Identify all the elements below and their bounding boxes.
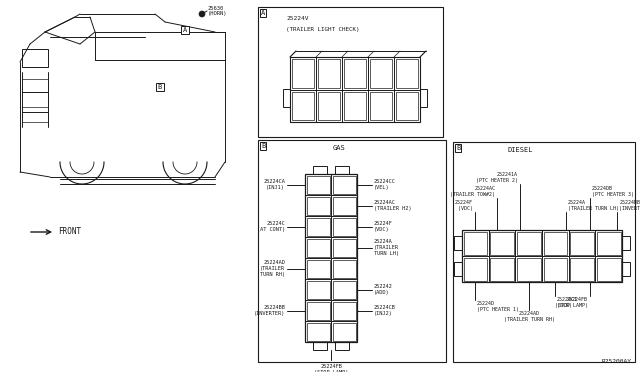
Circle shape bbox=[199, 11, 205, 17]
Text: 25224AC
(TRAILER TOW#2): 25224AC (TRAILER TOW#2) bbox=[450, 186, 495, 197]
Text: FRONT: FRONT bbox=[58, 228, 81, 237]
Bar bbox=[307, 301, 330, 320]
Bar bbox=[370, 59, 392, 87]
Bar bbox=[307, 323, 330, 340]
Bar bbox=[258, 140, 446, 362]
Bar bbox=[335, 166, 349, 174]
Bar bbox=[454, 262, 462, 276]
Text: 25224BB
(INVERTER): 25224BB (INVERTER) bbox=[620, 200, 640, 211]
Bar bbox=[420, 89, 427, 107]
Bar bbox=[622, 236, 630, 250]
Bar bbox=[453, 142, 635, 362]
Bar bbox=[570, 257, 594, 280]
Text: 25224AD
(TRAILER
TURN RH): 25224AD (TRAILER TURN RH) bbox=[260, 260, 285, 277]
Bar bbox=[333, 280, 355, 298]
Text: 25224A
(TRAILER TURN LH): 25224A (TRAILER TURN LH) bbox=[568, 200, 619, 211]
Bar bbox=[22, 49, 48, 67]
Text: 25224CI
(SCR): 25224CI (SCR) bbox=[557, 297, 578, 308]
Bar bbox=[490, 257, 514, 280]
Bar bbox=[597, 231, 621, 254]
Text: 252241A
(PTC HEATER 2): 252241A (PTC HEATER 2) bbox=[476, 172, 518, 183]
Bar bbox=[396, 92, 418, 120]
Text: (TRAILER LIGHT CHECK): (TRAILER LIGHT CHECK) bbox=[286, 26, 360, 32]
Bar bbox=[292, 59, 314, 87]
Text: 25224F
(VDC): 25224F (VDC) bbox=[455, 200, 473, 211]
Bar bbox=[305, 174, 357, 342]
Bar bbox=[258, 7, 443, 137]
Bar bbox=[283, 89, 290, 107]
Bar bbox=[454, 236, 462, 250]
Bar bbox=[463, 257, 487, 280]
Text: GAS: GAS bbox=[333, 145, 346, 151]
Text: 25224C
(AT CONT): 25224C (AT CONT) bbox=[257, 221, 285, 232]
Bar bbox=[307, 196, 330, 215]
Bar bbox=[333, 218, 355, 235]
Bar bbox=[333, 196, 355, 215]
Bar bbox=[463, 231, 487, 254]
Bar bbox=[307, 176, 330, 193]
Bar bbox=[490, 231, 514, 254]
Bar bbox=[307, 218, 330, 235]
Bar bbox=[462, 230, 622, 282]
Text: 252242
(ADD): 252242 (ADD) bbox=[374, 284, 393, 295]
Bar bbox=[290, 57, 420, 122]
Bar bbox=[570, 231, 594, 254]
Bar bbox=[344, 59, 366, 87]
Bar bbox=[517, 257, 541, 280]
Text: 25224AD
(TRAILER TURN RH): 25224AD (TRAILER TURN RH) bbox=[504, 311, 555, 322]
Text: 25224CA
(INJ1): 25224CA (INJ1) bbox=[263, 179, 285, 190]
Bar bbox=[318, 92, 340, 120]
Text: 25224AC
(TRAILER H2): 25224AC (TRAILER H2) bbox=[374, 200, 412, 211]
Text: 25224CC
(VEL): 25224CC (VEL) bbox=[374, 179, 396, 190]
Text: 25224D
(PTC HEATER 1): 25224D (PTC HEATER 1) bbox=[477, 301, 519, 312]
Text: 25224DB
(PTC HEATER 3): 25224DB (PTC HEATER 3) bbox=[592, 186, 634, 197]
Bar bbox=[335, 342, 349, 350]
Bar bbox=[333, 176, 355, 193]
Text: DIESEL: DIESEL bbox=[508, 147, 534, 153]
Bar bbox=[292, 92, 314, 120]
Bar bbox=[313, 342, 327, 350]
Text: 25224BB
(INVERTER): 25224BB (INVERTER) bbox=[253, 305, 285, 316]
Text: B: B bbox=[456, 145, 460, 151]
Text: 25224V: 25224V bbox=[286, 16, 308, 22]
Text: B: B bbox=[261, 143, 265, 149]
Bar bbox=[333, 323, 355, 340]
Bar bbox=[517, 231, 541, 254]
Text: A: A bbox=[261, 10, 265, 16]
Text: 25224CB
(INJ2): 25224CB (INJ2) bbox=[374, 305, 396, 316]
Bar bbox=[307, 238, 330, 257]
Text: R25200AY: R25200AY bbox=[602, 359, 632, 364]
Bar bbox=[333, 260, 355, 278]
Bar bbox=[396, 59, 418, 87]
Text: 25224FB
(STOP LAMP): 25224FB (STOP LAMP) bbox=[314, 364, 348, 372]
Bar bbox=[344, 92, 366, 120]
Bar bbox=[313, 166, 327, 174]
Bar bbox=[318, 59, 340, 87]
Text: 25224A
(TRAILER
TURN LH): 25224A (TRAILER TURN LH) bbox=[374, 239, 399, 256]
Bar bbox=[597, 257, 621, 280]
Text: 25630
(HORN): 25630 (HORN) bbox=[208, 6, 227, 16]
Bar bbox=[543, 231, 567, 254]
Bar bbox=[622, 262, 630, 276]
Bar bbox=[333, 301, 355, 320]
Text: A: A bbox=[183, 27, 187, 33]
Bar bbox=[307, 260, 330, 278]
Bar bbox=[543, 257, 567, 280]
Text: 25224FB
(STOP LAMP): 25224FB (STOP LAMP) bbox=[555, 297, 588, 308]
Text: 25224F
(VDC): 25224F (VDC) bbox=[374, 221, 393, 232]
Bar bbox=[370, 92, 392, 120]
Bar bbox=[333, 238, 355, 257]
Text: B: B bbox=[158, 84, 162, 90]
Bar bbox=[307, 280, 330, 298]
